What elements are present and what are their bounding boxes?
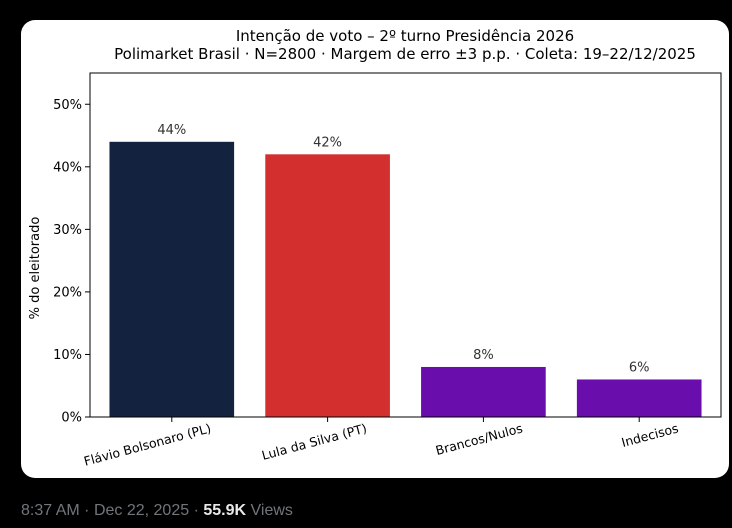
- bar: [421, 366, 546, 417]
- bar: [576, 379, 702, 417]
- bar-value-label: 6%: [629, 360, 650, 375]
- post-time[interactable]: 8:37 AM: [21, 502, 80, 519]
- views-count: 55.9K: [203, 502, 247, 519]
- post-meta: 8:37 AM · Dec 22, 2025 · 55.9K Views: [21, 502, 293, 520]
- x-tick-label: Brancos/Nulos: [434, 420, 524, 458]
- bar-chart: Intenção de voto – 2º turno Presidência …: [28, 27, 722, 469]
- y-tick-label: 50%: [53, 98, 82, 113]
- bar-value-label: 44%: [157, 123, 186, 138]
- meta-separator: ·: [84, 502, 90, 519]
- chart-image-card[interactable]: Intenção de voto – 2º turno Presidência …: [21, 20, 729, 478]
- bar: [109, 141, 235, 418]
- y-tick-label: 40%: [53, 160, 82, 175]
- chart-subtitle: Polimarket Brasil · N=2800 · Margem de e…: [114, 45, 696, 63]
- chart-title: Intenção de voto – 2º turno Presidência …: [236, 27, 574, 45]
- y-tick-label: 0%: [61, 411, 82, 426]
- plot-area-frame: [89, 72, 722, 418]
- y-tick-label: 10%: [53, 348, 82, 363]
- y-tick-label: 20%: [53, 285, 82, 300]
- bar: [265, 154, 390, 418]
- bar-value-label: 42%: [313, 135, 342, 150]
- y-tick-label: 30%: [53, 223, 82, 238]
- x-tick-label: Flávio Bolsonaro (PL): [82, 420, 212, 468]
- bar-value-label: 8%: [473, 348, 494, 363]
- views-label: Views: [250, 502, 293, 519]
- post-date[interactable]: Dec 22, 2025: [93, 502, 190, 519]
- x-tick-label: Indecisos: [620, 420, 680, 450]
- meta-separator: ·: [193, 502, 199, 519]
- y-axis-label: % do eleitorado: [28, 217, 43, 320]
- x-tick-label: Lula da Silva (PT): [260, 420, 368, 462]
